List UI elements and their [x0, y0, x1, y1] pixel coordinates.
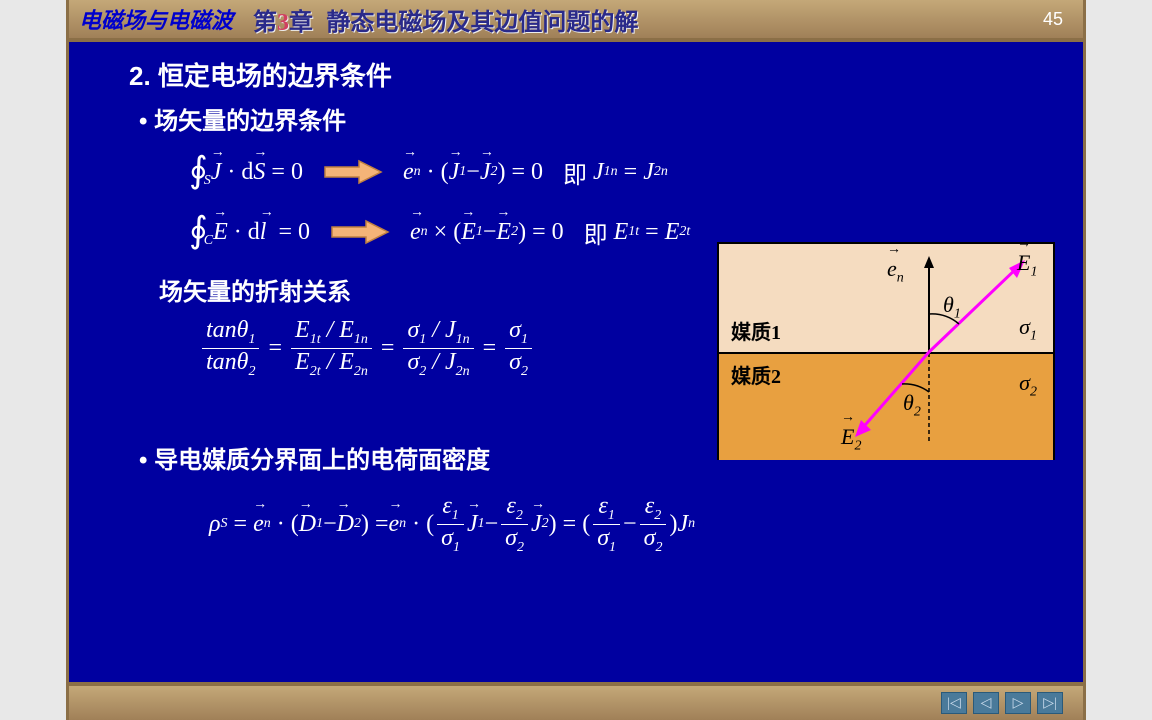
nav-prev-button[interactable]: ◁ [973, 692, 999, 714]
section-title: 2. 恒定电场的边界条件 [129, 56, 1053, 93]
eq-row-1: ∮S J · dS = 0 en · (J1 − J2) = 0 即 J1n =… [189, 142, 1053, 202]
theta2-label: θ2 [903, 390, 921, 420]
charge-equation: ρS = en · (D1 − D2) = en · ( ε1σ1 J1 − ε… [209, 493, 1053, 556]
bullet-field-vector: 场矢量的边界条件 [139, 101, 1053, 136]
arrow-icon [323, 158, 383, 186]
eq1-rhs: J1n = J2n [593, 159, 668, 186]
eq2-mid: en × (E1 − E2) = 0 [410, 219, 564, 246]
content-area: 2. 恒定电场的边界条件 场矢量的边界条件 ∮S J · dS = 0 en ·… [69, 42, 1083, 678]
title-bar: 电磁场与电磁波 第3章 静态电磁场及其边值问题的解 45 [69, 0, 1083, 38]
theta1-label: θ1 [943, 292, 961, 322]
course-title: 电磁场与电磁波 [79, 3, 233, 35]
page-number: 45 [1043, 9, 1063, 30]
nav-bar: |◁ ◁ ▷ ▷| [69, 682, 1083, 720]
eq1-lhs: ∮S J · dS = 0 [189, 151, 303, 193]
E2-label: E2 [841, 424, 861, 454]
eq2-lhs: ∮C E · dl = 0 [189, 211, 310, 253]
nav-next-button[interactable]: ▷ [1005, 692, 1031, 714]
eq2-rhs: E1t = E2t [614, 219, 691, 246]
refraction-diagram: 媒质1 σ1 媒质2 σ2 en E1 E2 θ1 θ2 [717, 242, 1055, 460]
slide: 电磁场与电磁波 第3章 静态电磁场及其边值问题的解 45 2. 恒定电场的边界条… [66, 0, 1086, 720]
nav-last-button[interactable]: ▷| [1037, 692, 1063, 714]
en-label: en [887, 256, 904, 286]
E1-label: E1 [1017, 250, 1037, 280]
chapter-title: 第3章 静态电磁场及其边值问题的解 [253, 2, 638, 37]
eq1-mid: en · (J1 − J2) = 0 [403, 159, 543, 186]
nav-first-button[interactable]: |◁ [941, 692, 967, 714]
ji-label: 即 [584, 215, 608, 250]
arrow-icon [330, 218, 390, 246]
ji-label: 即 [563, 155, 587, 190]
